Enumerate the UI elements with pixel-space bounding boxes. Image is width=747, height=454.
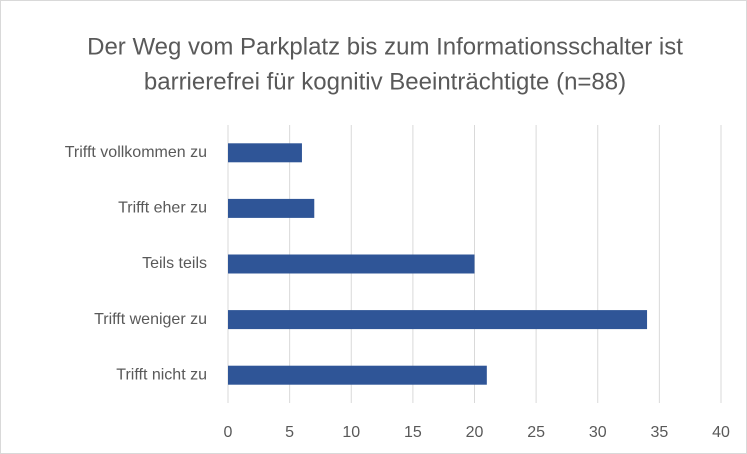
x-tick-label: 30 — [589, 424, 607, 441]
x-tick-label: 5 — [285, 424, 294, 441]
y-tick-label: Teils teils — [142, 255, 207, 272]
bar — [228, 198, 315, 218]
chart-title: barrierefrei für kognitiv Beeinträchtigt… — [144, 68, 626, 95]
x-tick-label: 20 — [466, 424, 484, 441]
bar — [228, 310, 648, 330]
x-tick-label: 10 — [342, 424, 360, 441]
x-tick-label: 35 — [650, 424, 668, 441]
bar — [228, 143, 302, 163]
y-tick-label: Trifft weniger zu — [94, 311, 207, 328]
y-tick-label: Trifft eher zu — [118, 200, 207, 217]
y-tick-label: Trifft nicht zu — [116, 366, 207, 383]
x-tick-label: 40 — [712, 424, 730, 441]
chart-title: Der Weg vom Parkplatz bis zum Informatio… — [87, 33, 683, 60]
x-tick-label: 25 — [527, 424, 545, 441]
x-tick-label: 15 — [404, 424, 422, 441]
x-tick-label: 0 — [224, 424, 233, 441]
y-tick-label: Trifft vollkommen zu — [65, 144, 207, 161]
bar — [228, 254, 475, 274]
bar — [228, 365, 487, 385]
